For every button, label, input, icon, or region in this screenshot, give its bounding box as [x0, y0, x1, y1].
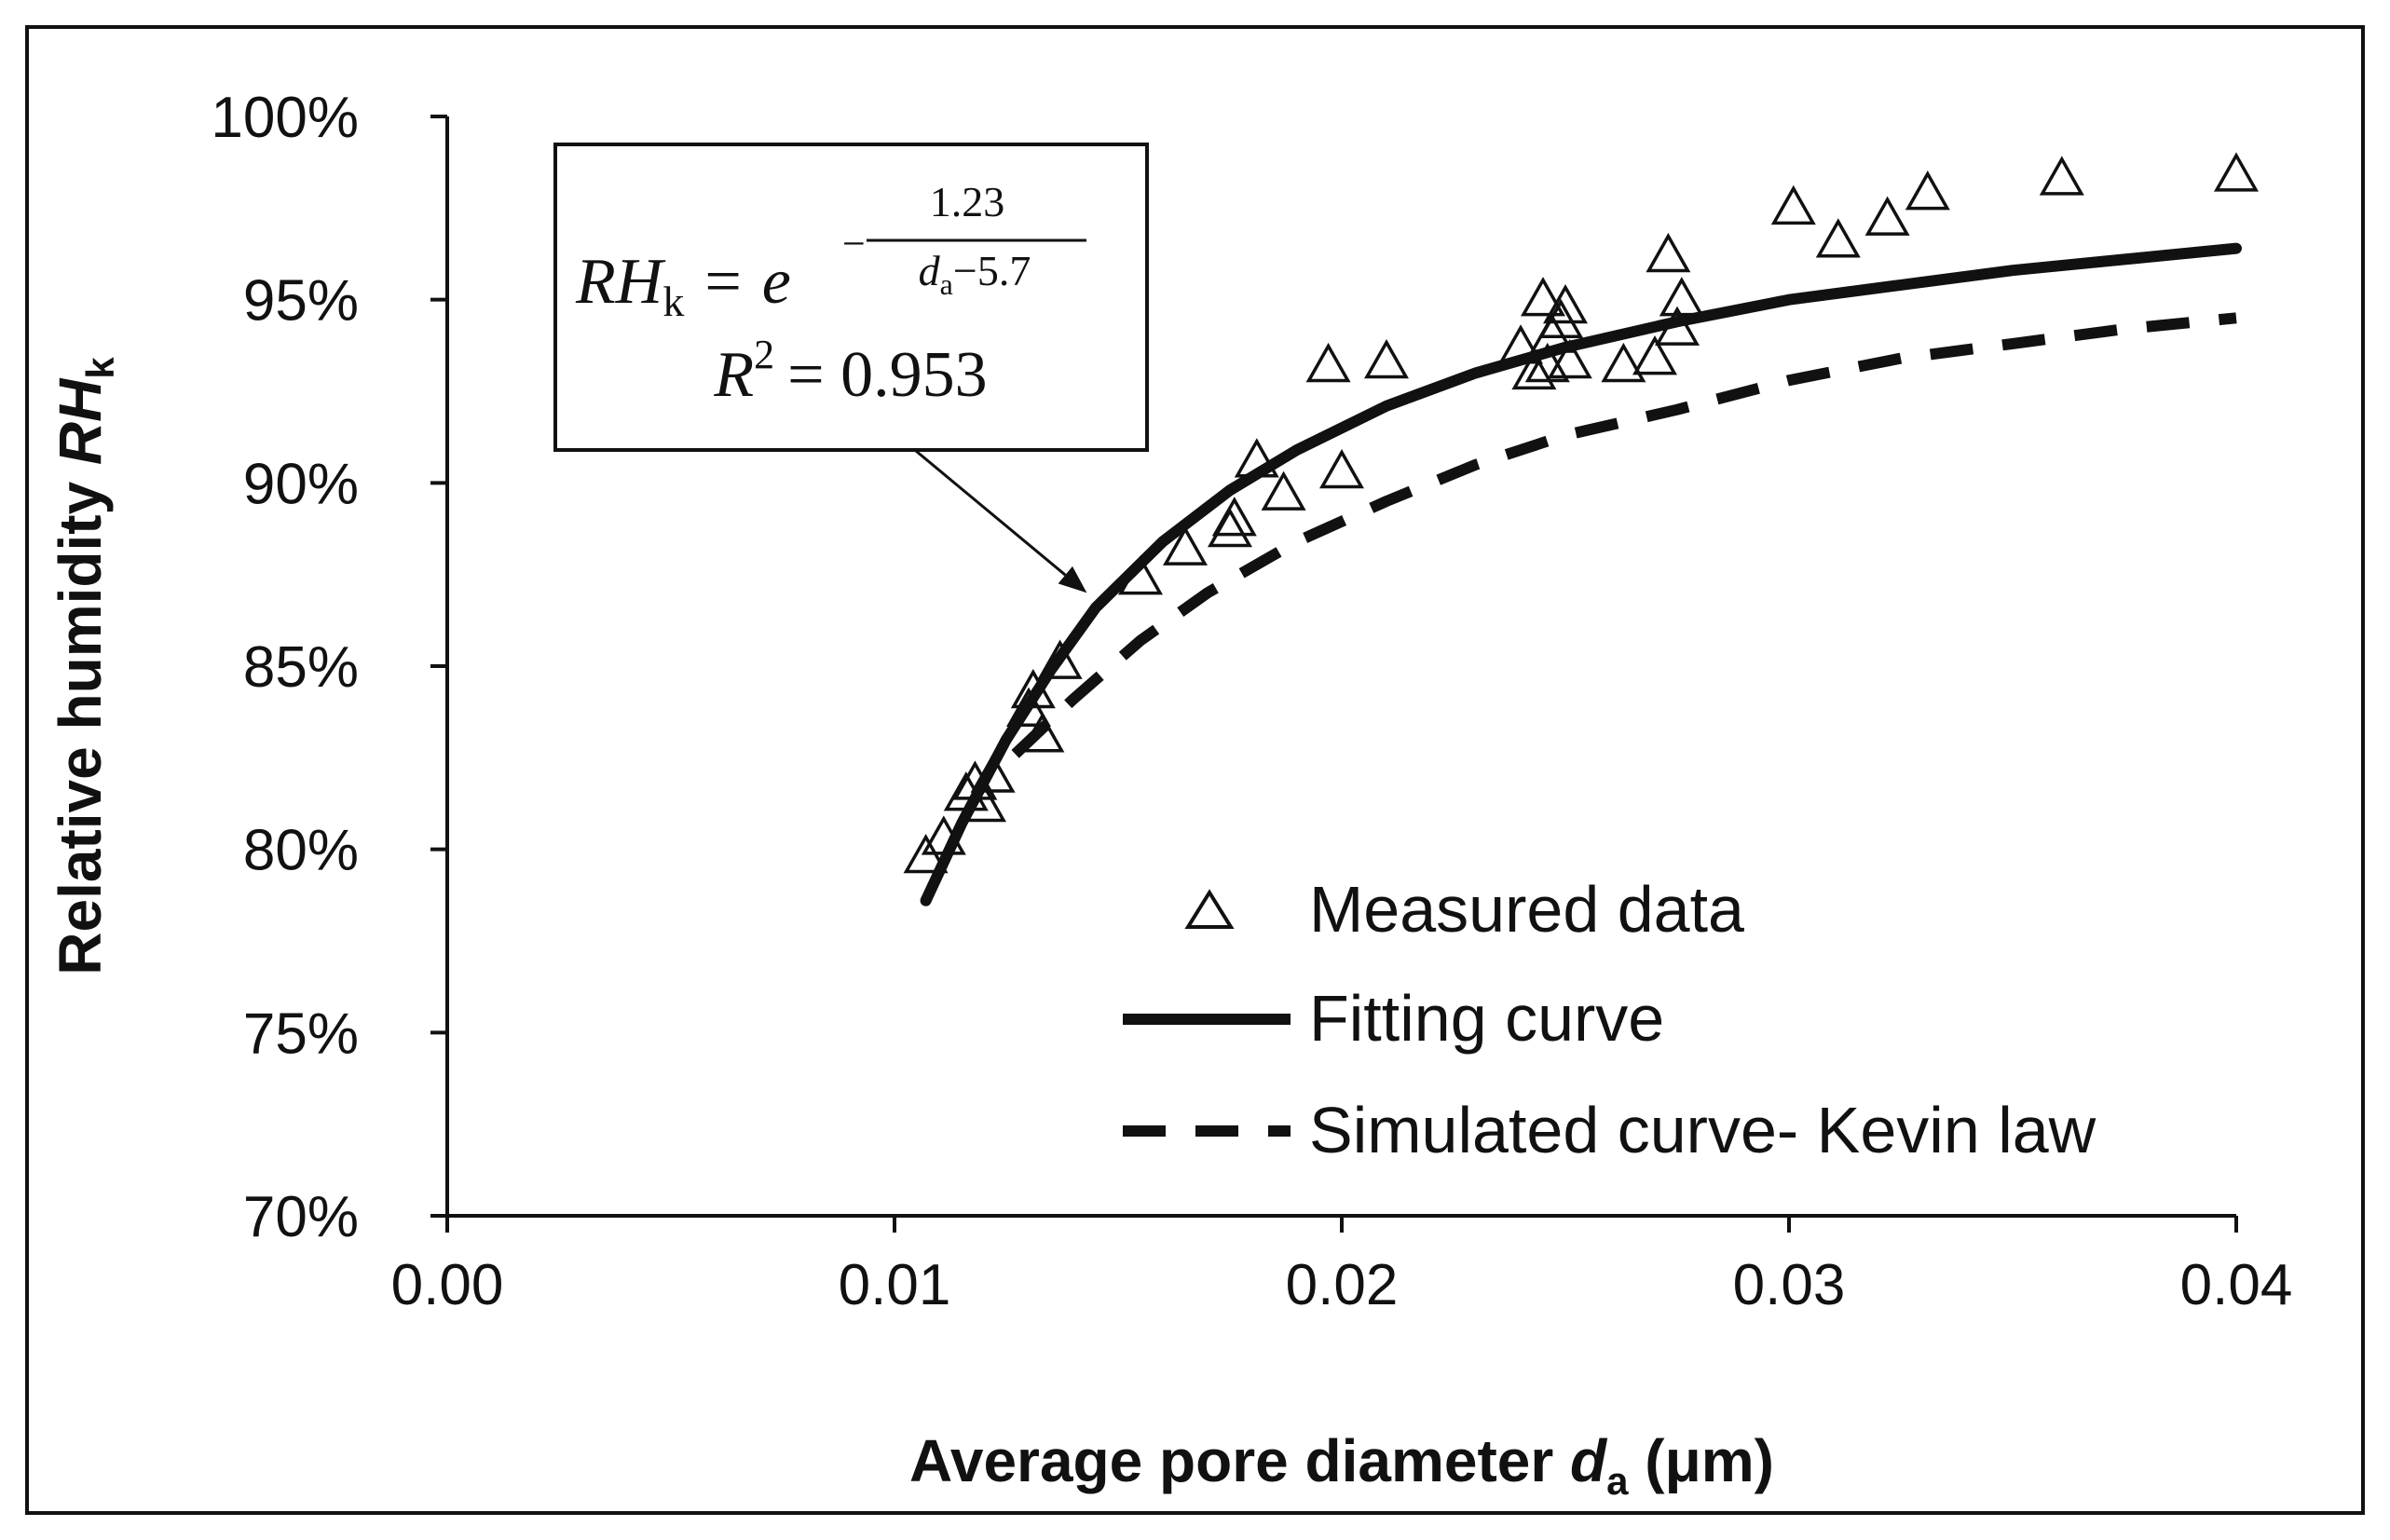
measured-point: [1305, 342, 1351, 383]
measured-point: [1037, 639, 1083, 679]
y-tick-label: 75%: [243, 1002, 359, 1066]
x-tick-label: 0.03: [1733, 1253, 1846, 1317]
y-axis-title: Relative humidity RHk: [47, 357, 122, 975]
y-tick-label: 85%: [243, 635, 359, 700]
measured-point: [1363, 338, 1410, 379]
series-layer: [903, 152, 2260, 906]
equation-r-squared: R2 = 0.953: [713, 332, 987, 411]
x-ticks: 0.00 0.01 0.02 0.03 0.04: [391, 1216, 2293, 1317]
legend-label-measured: Measured data: [1309, 873, 1744, 946]
equation-arrowhead: [1058, 566, 1087, 593]
measured-point: [1261, 470, 1306, 511]
legend: Measured data Fitting curve Simulated cu…: [1123, 873, 2096, 1166]
measured-point: [1659, 277, 1704, 317]
measured-point: [1815, 218, 1861, 258]
measured-point: [1632, 335, 1678, 375]
equation-exponent-sign: −: [842, 221, 866, 266]
measured-point: [1770, 184, 1816, 225]
y-tick-label: 95%: [243, 269, 359, 334]
y-tick-label: 70%: [243, 1185, 359, 1249]
y-ticks: 70% 75% 80% 85% 90% 95% 100%: [211, 86, 447, 1249]
measured-point: [1547, 338, 1592, 379]
measured-point: [1520, 277, 1566, 317]
x-tick-label: 0.01: [839, 1253, 951, 1317]
measured-point: [1211, 497, 1257, 537]
chart-frame: [25, 25, 2365, 1515]
measured-point: [1162, 525, 1209, 566]
y-tick-label: 80%: [243, 819, 359, 883]
equation-box: [553, 143, 1149, 452]
measured-point: [1538, 298, 1584, 339]
y-tick-label: 100%: [211, 86, 359, 150]
measured-point: [2213, 152, 2260, 192]
measured-point: [1646, 232, 1691, 273]
legend-label-fitting: Fitting curve: [1309, 982, 1664, 1055]
y-tick-label: 90%: [243, 452, 359, 516]
x-tick-label: 0.00: [391, 1253, 504, 1317]
measured-point: [1601, 342, 1646, 383]
equation-arrow: [915, 449, 1067, 577]
simulated-curve: [1011, 312, 2237, 758]
equation-formula: RHk = e: [575, 246, 791, 325]
measured-point: [1905, 170, 1950, 211]
equation-denominator: da−5.7: [919, 247, 1031, 301]
fitting-curve: [920, 242, 2242, 906]
x-tick-label: 0.02: [1286, 1253, 1399, 1317]
measured-point: [1542, 283, 1589, 324]
x-axis-title: Average pore diameter da (μm): [909, 1427, 1774, 1503]
measured-point: [1318, 448, 1365, 489]
x-tick-label: 0.04: [2180, 1253, 2293, 1317]
equation-annotation: RHk = e − 1.23 da−5.7 R2 = 0.953: [553, 143, 1149, 593]
measured-point: [1511, 349, 1557, 390]
legend-label-simulated: Simulated curve- Kevin law: [1309, 1094, 2096, 1166]
legend-marker-measured: [1184, 889, 1235, 929]
equation-numerator: 1.23: [930, 178, 1005, 225]
measured-point: [2039, 156, 2084, 196]
measured-point: [1864, 196, 1910, 236]
